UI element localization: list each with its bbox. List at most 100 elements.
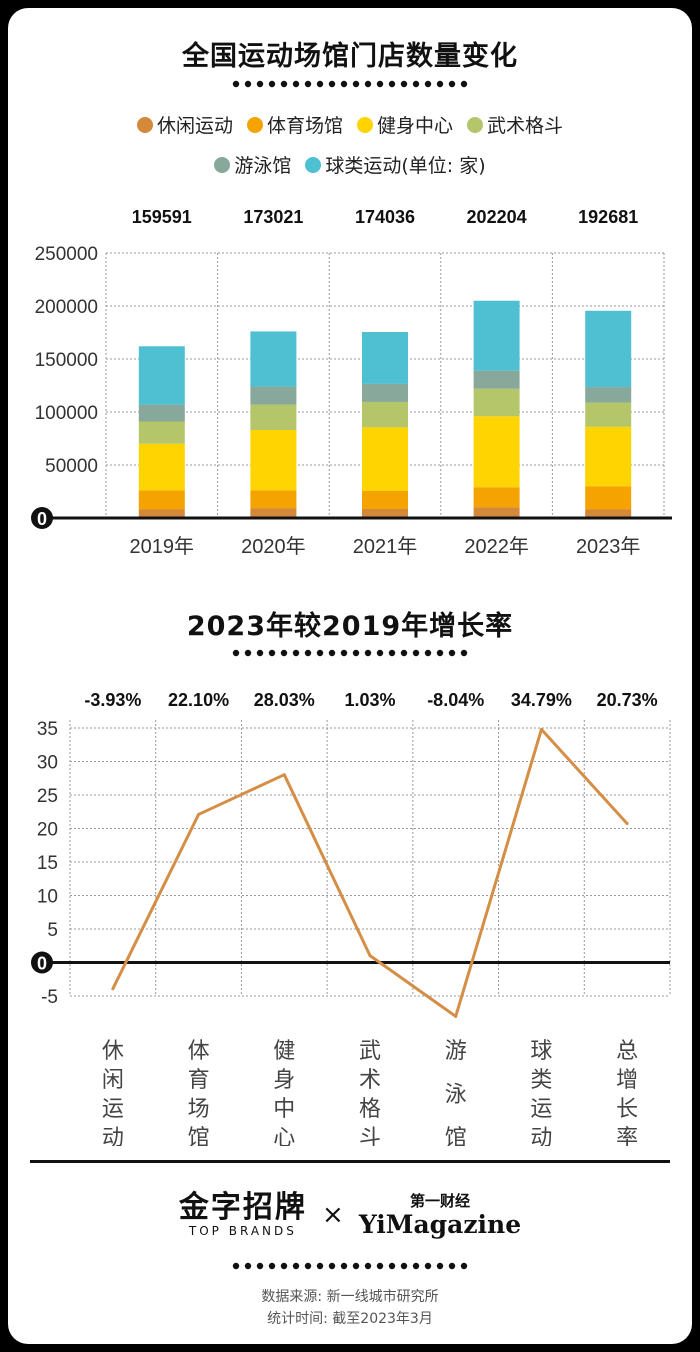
legend-swatch xyxy=(136,116,153,133)
line-y-tick-label: 30 xyxy=(37,753,58,774)
brand-yimagazine: YiMagazine xyxy=(358,1210,522,1239)
divider-dot xyxy=(448,80,456,88)
bar-segment xyxy=(362,508,408,518)
divider-dot xyxy=(388,80,396,88)
divider-dot xyxy=(232,1262,240,1270)
divider-dot xyxy=(436,80,444,88)
bar-segment xyxy=(138,404,185,422)
bar-segment xyxy=(138,509,185,518)
legend-label: 休闲运动 xyxy=(156,115,233,137)
bar-segment xyxy=(362,490,408,509)
infographic-card: 全国运动场馆门店数量变化 休闲运动 体育场馆 健身中心 武术格斗 游泳馆 球类运… xyxy=(8,8,692,1344)
growth-value-label: -3.93% xyxy=(84,690,141,710)
growth-value-label: 20.73% xyxy=(597,690,658,710)
footer-source: 数据来源: 新一线城市研究所 xyxy=(261,1289,439,1305)
bar-segment xyxy=(585,310,632,388)
bar-segment xyxy=(138,346,185,405)
divider-dot xyxy=(328,80,336,88)
divider-dot xyxy=(352,1262,360,1270)
zero-marker xyxy=(31,951,53,974)
bar-segment xyxy=(250,386,297,405)
bar-segment xyxy=(473,300,520,371)
legend-swatch xyxy=(305,156,322,173)
divider-dot xyxy=(364,1262,372,1270)
line-x-tick-label: 总增长率 xyxy=(616,1038,638,1146)
footer-time: 统计时间: 截至2023年3月 xyxy=(267,1311,433,1327)
legend-swatch xyxy=(214,156,231,173)
line-x-tick-label: 球类运动 xyxy=(530,1038,552,1146)
divider-dot xyxy=(316,1262,324,1270)
legend-item-fitness: 健身中心 xyxy=(357,111,453,138)
divider-dot xyxy=(244,649,252,657)
divider-dot xyxy=(424,1262,432,1270)
divider-dot xyxy=(436,649,444,657)
divider-dot xyxy=(316,649,324,657)
legend-item-stadium: 体育场馆 xyxy=(246,111,343,138)
line-x-tick-label: 休闲运动 xyxy=(102,1038,124,1146)
growth-point xyxy=(197,812,201,816)
divider-dot xyxy=(460,1262,468,1270)
divider-dot xyxy=(436,1262,444,1270)
divider-dot xyxy=(328,1262,336,1270)
footer-rule xyxy=(30,1160,670,1163)
bar-segment xyxy=(250,331,297,387)
legend-swatch xyxy=(467,116,484,133)
bar-segment xyxy=(585,426,632,487)
brand-lockup: 金字招牌 TOP BRANDS × 第一财经 YiMagazine xyxy=(8,1190,692,1239)
divider-dot xyxy=(424,80,432,88)
divider-dot xyxy=(232,80,240,88)
bar-total-label: 202204 xyxy=(467,207,527,227)
bar-total-label: 159591 xyxy=(132,207,192,227)
line-chart-title: 2023年较2019年增长率 xyxy=(186,611,514,642)
line-y-tick-label: 25 xyxy=(37,786,58,807)
bar-x-tick-label: 2021年 xyxy=(353,535,418,558)
title-dot-divider xyxy=(232,80,468,88)
line-x-tick-label: 体育场馆 xyxy=(188,1038,210,1146)
divider-dot xyxy=(400,1262,408,1270)
bar-y-tick-label: 200000 xyxy=(35,297,98,318)
growth-point xyxy=(282,773,286,777)
bar-segment xyxy=(362,383,408,402)
line-y-tick-label: 10 xyxy=(37,887,58,908)
bar-segment xyxy=(473,487,520,508)
bar-y-tick-label: 150000 xyxy=(35,350,98,371)
legend-swatch xyxy=(357,116,373,133)
divider-dot xyxy=(388,1262,396,1270)
growth-point xyxy=(368,954,372,958)
line-y-tick-label: 20 xyxy=(37,820,58,841)
divider-dot xyxy=(388,649,396,657)
divider-dot xyxy=(400,649,408,657)
legend-item-ball: 球类运动(单位: 家) xyxy=(305,151,486,178)
line-zero-label: 0 xyxy=(37,954,47,974)
line-y-tick-label: 15 xyxy=(37,853,58,874)
footer-dot-divider xyxy=(232,1262,468,1270)
bar-segment xyxy=(473,416,520,488)
bar-total-label: 192681 xyxy=(578,207,638,227)
divider-dot xyxy=(376,649,384,657)
growth-point xyxy=(111,987,115,991)
divider-dot xyxy=(364,649,372,657)
divider-dot xyxy=(232,649,240,657)
divider-dot xyxy=(460,649,468,657)
bar-segment xyxy=(362,331,408,384)
legend-label: 健身中心 xyxy=(377,115,454,137)
divider-dot xyxy=(256,649,264,657)
bar-segment xyxy=(473,370,520,389)
divider-dot xyxy=(412,649,420,657)
divider-dot xyxy=(448,1262,456,1270)
zero-marker xyxy=(31,507,53,529)
divider-dot xyxy=(268,1262,276,1270)
bar-total-label: 174036 xyxy=(355,207,415,227)
divider-dot xyxy=(292,649,300,657)
growth-point xyxy=(539,727,543,731)
divider-dot xyxy=(340,649,348,657)
bar-segment xyxy=(473,507,520,518)
legend-swatch xyxy=(246,116,263,133)
brand-yicai-cn: 第一财经 xyxy=(409,1192,470,1210)
legend-label: 游泳馆 xyxy=(234,155,292,177)
divider-dot xyxy=(268,649,276,657)
divider-dot xyxy=(244,1262,252,1270)
bar-zero-label: 0 xyxy=(37,509,47,529)
bar-chart-title: 全国运动场馆门店数量变化 xyxy=(182,41,518,72)
bar-x-tick-label: 2020年 xyxy=(241,535,306,558)
